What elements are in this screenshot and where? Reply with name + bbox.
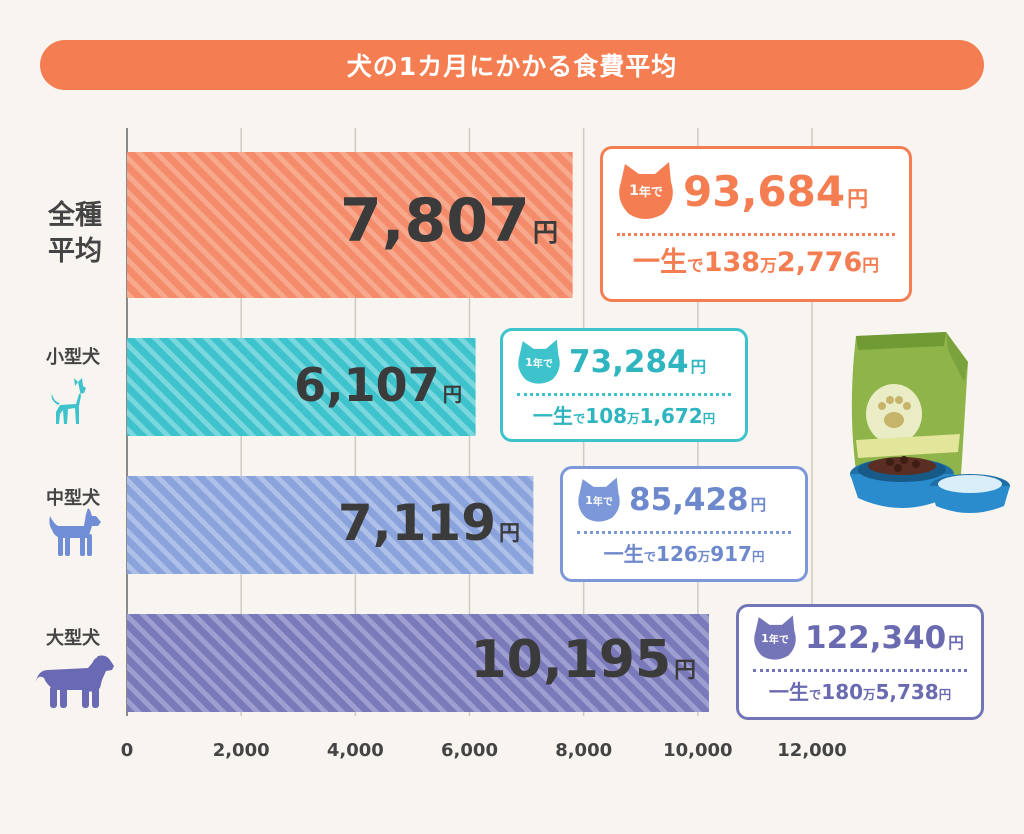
lifetime-man: 138 bbox=[703, 247, 761, 278]
food-bowl-icon bbox=[850, 456, 954, 508]
lifetime-man-unit: 万 bbox=[697, 549, 711, 564]
lifetime-unit: 円 bbox=[702, 411, 716, 426]
yearly-number: 73,284 bbox=[569, 344, 689, 380]
bar-value-number: 7,119 bbox=[337, 494, 496, 552]
badge-number: 1 bbox=[761, 631, 769, 645]
bar-value-number: 10,195 bbox=[470, 630, 672, 690]
lifetime-unit: 円 bbox=[938, 687, 952, 702]
lifetime-amount: 一生で 126 万 917 円 bbox=[575, 534, 793, 567]
yearly-amount: 73,284 円 bbox=[569, 344, 706, 380]
bar-value-label: 6,107 円 bbox=[260, 358, 462, 418]
yearly-number: 93,684 bbox=[683, 166, 846, 216]
lifetime-man: 180 bbox=[821, 680, 864, 704]
lifetime-prefix: 一生 bbox=[532, 404, 573, 428]
category-label-medium: 中型犬 bbox=[46, 488, 100, 509]
water-bowl-icon bbox=[930, 474, 1010, 513]
category-label-line: 平均 bbox=[48, 236, 102, 267]
lifetime-unit: 円 bbox=[862, 255, 879, 275]
info-box-medium: 1 年で 85,428 円 一生で 126 万 917 円 bbox=[560, 466, 808, 582]
category-label-all: 全種 平均 bbox=[40, 198, 110, 270]
lifetime-de: で bbox=[643, 549, 657, 564]
title-banner: 犬の1カ月にかかる食費平均 bbox=[40, 40, 984, 90]
yearly-number: 85,428 bbox=[629, 482, 749, 518]
lifetime-man-unit: 万 bbox=[760, 255, 777, 275]
x-tick-label: 6,000 bbox=[441, 740, 498, 761]
badge-number: 1 bbox=[629, 183, 639, 199]
bar-value-unit: 円 bbox=[442, 383, 462, 406]
yearly-number: 122,340 bbox=[805, 620, 947, 656]
bar-value-label: 7,119 円 bbox=[300, 494, 520, 554]
badge-text: 年で bbox=[532, 358, 553, 370]
lifetime-rest: 1,672 bbox=[639, 404, 703, 428]
large-dog-icon bbox=[36, 655, 114, 708]
bars bbox=[127, 152, 709, 712]
x-tick-label: 12,000 bbox=[777, 740, 847, 761]
lifetime-man: 108 bbox=[585, 404, 628, 428]
yearly-unit: 円 bbox=[690, 358, 707, 376]
lifetime-rest: 2,776 bbox=[776, 247, 863, 278]
lifetime-amount: 一生で 180 万 5,738 円 bbox=[751, 672, 969, 705]
lifetime-de: で bbox=[687, 255, 704, 275]
info-box-large: 1 年で 122,340 円 一生で 180 万 5,738 円 bbox=[736, 604, 984, 720]
yearly-amount: 93,684円 bbox=[683, 167, 868, 216]
x-tick-label: 0 bbox=[120, 740, 134, 761]
lifetime-de: で bbox=[808, 687, 822, 702]
lifetime-unit: 円 bbox=[751, 549, 765, 564]
chart-title: 犬の1カ月にかかる食費平均 bbox=[346, 52, 678, 81]
lifetime-prefix: 一生 bbox=[768, 680, 809, 704]
bar-value-unit: 円 bbox=[674, 658, 696, 683]
lifetime-prefix: 一生 bbox=[603, 542, 644, 566]
lifetime-amount: 一生で 108 万 1,672 円 bbox=[515, 396, 733, 429]
bar-value-unit: 円 bbox=[532, 218, 558, 247]
badge-number: 1 bbox=[585, 493, 593, 507]
lifetime-man-unit: 万 bbox=[627, 411, 640, 426]
x-tick-label: 4,000 bbox=[326, 740, 384, 761]
lifetime-man: 126 bbox=[656, 542, 698, 566]
yearly-unit: 円 bbox=[750, 496, 767, 514]
lifetime-rest: 917 bbox=[710, 542, 752, 566]
lifetime-prefix: 一生 bbox=[633, 247, 687, 278]
badge-text: 年で bbox=[768, 634, 789, 646]
category-label-large: 大型犬 bbox=[46, 628, 100, 649]
category-label-line: 全種 bbox=[48, 200, 102, 231]
x-tick-label: 2,000 bbox=[212, 740, 270, 761]
small-dog-icon bbox=[51, 378, 86, 424]
bar-3 bbox=[127, 614, 709, 712]
lifetime-rest: 5,738 bbox=[875, 680, 939, 704]
lifetime-de: で bbox=[572, 411, 586, 426]
badge-dog-head-icon: 1 年で bbox=[751, 614, 799, 662]
dog-food-illustration bbox=[850, 332, 1010, 513]
yearly-unit: 円 bbox=[948, 634, 964, 652]
yearly-unit: 円 bbox=[847, 186, 869, 211]
yearly-amount: 85,428 円 bbox=[629, 482, 766, 518]
info-box-all: 1 年で 93,684円 一生で 138 万 2,776 円 bbox=[600, 146, 912, 302]
yearly-amount: 122,340 円 bbox=[805, 620, 964, 656]
info-box-small: 1 年で 73,284 円 一生で 108 万 1,672 円 bbox=[500, 328, 748, 442]
x-tick-label: 10,000 bbox=[663, 740, 733, 761]
bar-value-unit: 円 bbox=[499, 521, 520, 545]
category-label-small: 小型犬 bbox=[46, 347, 100, 368]
badge-dog-head-icon: 1 年で bbox=[575, 476, 623, 524]
bar-0 bbox=[127, 152, 573, 298]
bar-value-label: 7,807 円 bbox=[300, 186, 558, 276]
badge-number: 1 bbox=[525, 355, 533, 369]
badge-text: 年で bbox=[592, 496, 613, 508]
bar-value-number: 6,107 bbox=[294, 358, 440, 412]
bar-1 bbox=[127, 338, 476, 436]
badge-dog-head-icon: 1 年で bbox=[515, 338, 563, 386]
bar-2 bbox=[127, 476, 534, 574]
badge-dog-head-icon: 1 年で bbox=[615, 160, 677, 222]
bar-value-number: 7,807 bbox=[340, 186, 530, 256]
bar-value-label: 10,195 円 bbox=[420, 630, 696, 690]
x-tick-label: 8,000 bbox=[555, 740, 613, 761]
dog-food-bag-icon bbox=[851, 332, 968, 496]
lifetime-man-unit: 万 bbox=[863, 687, 876, 702]
medium-dog-icon bbox=[49, 508, 101, 556]
lifetime-amount: 一生で 138 万 2,776 円 bbox=[615, 236, 897, 279]
badge-text: 年で bbox=[638, 184, 663, 199]
